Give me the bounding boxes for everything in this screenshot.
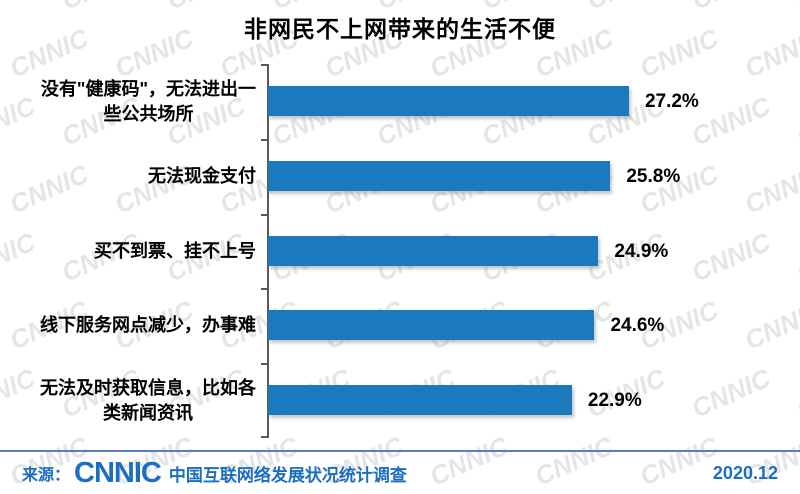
value-label: 22.9% (587, 389, 642, 411)
axis-tick (261, 436, 267, 438)
category-label: 没有"健康码"，无法进出一 些公共场所 (40, 79, 256, 124)
category-label: 线下服务网点减少，办事难 (40, 315, 256, 336)
category-label: 买不到票、挂不上号 (94, 241, 256, 262)
value-label: 25.8% (626, 165, 681, 187)
category-label: 无法及时获取信息，比如各 类新闻资讯 (40, 378, 256, 423)
bar (268, 385, 572, 415)
axis-tick (261, 64, 267, 66)
axis-tick (261, 288, 267, 290)
axis-tick (261, 139, 267, 141)
source-text: 中国互联网络发展状况统计调查 (168, 465, 407, 485)
value-label: 27.2% (644, 90, 699, 112)
bar (268, 161, 611, 191)
bar-row: 买不到票、挂不上号 24.9% (0, 214, 800, 289)
bar-row: 无法及时获取信息，比如各 类新闻资讯 22.9% (0, 363, 800, 438)
bar (268, 236, 599, 266)
axis-tick (261, 214, 267, 216)
value-label: 24.9% (614, 240, 669, 262)
bar-row: 无法现金支付 25.8% (0, 139, 800, 214)
cnnic-logo: CNNIC (74, 456, 162, 489)
bar-row: 没有"健康码"，无法进出一 些公共场所 27.2% (0, 64, 800, 139)
report-date: 2020.12 (712, 462, 778, 483)
source-prefix-label: 来源： (22, 467, 71, 484)
bar (268, 86, 629, 116)
source-footer: 来源： CNNIC 中国互联网络发展状况统计调查 2020.12 (0, 450, 800, 494)
axis-tick (261, 363, 267, 365)
bar (268, 310, 595, 340)
category-label: 无法现金支付 (148, 166, 256, 187)
chart-title: 非网民不上网带来的生活不便 (244, 16, 556, 42)
value-label: 24.6% (610, 314, 665, 336)
bar-row: 线下服务网点减少，办事难 24.6% (0, 288, 800, 363)
